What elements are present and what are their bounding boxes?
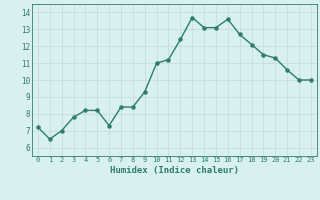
X-axis label: Humidex (Indice chaleur): Humidex (Indice chaleur) (110, 166, 239, 175)
